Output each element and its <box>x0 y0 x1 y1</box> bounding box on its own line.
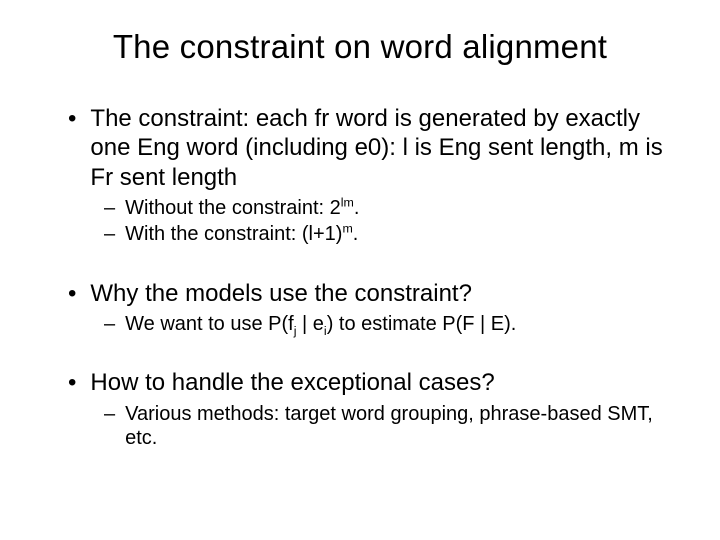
bullet-1-text: The constraint: each fr word is generate… <box>90 104 670 192</box>
bullet-2: • Why the models use the constraint? <box>50 279 670 308</box>
bullet-2-sub-1: – We want to use P(fj | ei) to estimate … <box>50 312 670 336</box>
bullet-1-sub-2: – With the constraint: (l+1)m. <box>50 222 670 246</box>
dash-marker: – <box>104 196 115 220</box>
bullet-marker: • <box>68 368 76 397</box>
bullet-1-sub-1-text: Without the constraint: 2lm. <box>125 196 670 220</box>
dash-marker: – <box>104 312 115 336</box>
bullet-marker: • <box>68 104 76 133</box>
dash-marker: – <box>104 222 115 246</box>
bullet-2-sub-1-text: We want to use P(fj | ei) to estimate P(… <box>125 312 670 336</box>
bullet-3-sub-1-text: Various methods: target word grouping, p… <box>125 402 670 451</box>
dash-marker: – <box>104 402 115 426</box>
bullet-marker: • <box>68 279 76 308</box>
bullet-3: • How to handle the exceptional cases? <box>50 368 670 397</box>
slide-title: The constraint on word alignment <box>50 28 670 66</box>
bullet-2-text: Why the models use the constraint? <box>90 279 670 308</box>
bullet-3-sub-1: – Various methods: target word grouping,… <box>50 402 670 451</box>
bullet-1: • The constraint: each fr word is genera… <box>50 104 670 192</box>
bullet-1-sub-2-text: With the constraint: (l+1)m. <box>125 222 670 246</box>
bullet-3-text: How to handle the exceptional cases? <box>90 368 670 397</box>
bullet-1-sub-1: – Without the constraint: 2lm. <box>50 196 670 220</box>
